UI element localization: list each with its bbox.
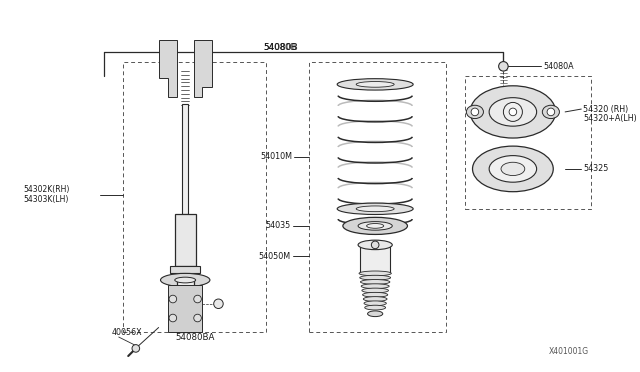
Ellipse shape [364, 301, 387, 306]
Bar [465, 76, 591, 209]
Text: 54080BA: 54080BA [175, 333, 214, 341]
Ellipse shape [489, 155, 536, 182]
Ellipse shape [161, 273, 210, 287]
Text: X401001G: X401001G [548, 347, 589, 356]
Text: 54320+A(LH): 54320+A(LH) [583, 114, 637, 123]
Text: 54050M: 54050M [259, 252, 291, 261]
Circle shape [132, 344, 140, 352]
Ellipse shape [358, 240, 392, 250]
Circle shape [509, 108, 516, 116]
Ellipse shape [358, 222, 392, 230]
Text: 54303K(LH): 54303K(LH) [24, 195, 69, 204]
Ellipse shape [360, 275, 390, 280]
Text: 54080B: 54080B [263, 43, 298, 52]
Ellipse shape [360, 279, 390, 284]
Circle shape [371, 241, 379, 249]
Circle shape [471, 108, 479, 116]
Ellipse shape [337, 203, 413, 215]
Ellipse shape [356, 206, 394, 212]
Ellipse shape [467, 105, 483, 119]
Ellipse shape [365, 305, 386, 310]
Ellipse shape [489, 98, 536, 126]
Text: 54035: 54035 [266, 221, 291, 230]
Bar [170, 266, 200, 273]
Bar [168, 285, 202, 332]
Text: 54080A: 54080A [543, 62, 574, 71]
Ellipse shape [367, 224, 384, 228]
Ellipse shape [363, 292, 388, 297]
Ellipse shape [501, 162, 525, 176]
Polygon shape [194, 40, 212, 97]
Ellipse shape [364, 296, 387, 301]
Text: 54320 (RH): 54320 (RH) [583, 105, 628, 113]
Bar [182, 104, 188, 214]
Circle shape [169, 295, 177, 303]
Bar [124, 62, 266, 332]
Ellipse shape [175, 277, 196, 283]
Circle shape [214, 299, 223, 308]
Ellipse shape [472, 146, 553, 192]
Ellipse shape [337, 78, 413, 90]
Circle shape [194, 295, 202, 303]
Text: 54302K(RH): 54302K(RH) [24, 185, 70, 194]
Text: 54325: 54325 [583, 164, 609, 173]
Ellipse shape [362, 288, 388, 293]
Bar [177, 280, 194, 332]
Ellipse shape [356, 81, 394, 87]
Text: 54080B: 54080B [264, 43, 297, 52]
Text: 54010M: 54010M [260, 152, 292, 161]
Circle shape [499, 62, 508, 71]
Polygon shape [159, 40, 177, 97]
Bar [175, 214, 196, 266]
Circle shape [504, 102, 522, 121]
Ellipse shape [367, 311, 383, 317]
Circle shape [547, 108, 555, 116]
Circle shape [194, 314, 202, 322]
Bar [360, 245, 390, 273]
Ellipse shape [361, 284, 389, 289]
Ellipse shape [343, 217, 408, 234]
Circle shape [169, 314, 177, 322]
Ellipse shape [470, 86, 556, 138]
Text: 40056X: 40056X [111, 328, 141, 337]
Ellipse shape [542, 105, 559, 119]
Ellipse shape [359, 271, 391, 276]
Bar [308, 62, 447, 332]
